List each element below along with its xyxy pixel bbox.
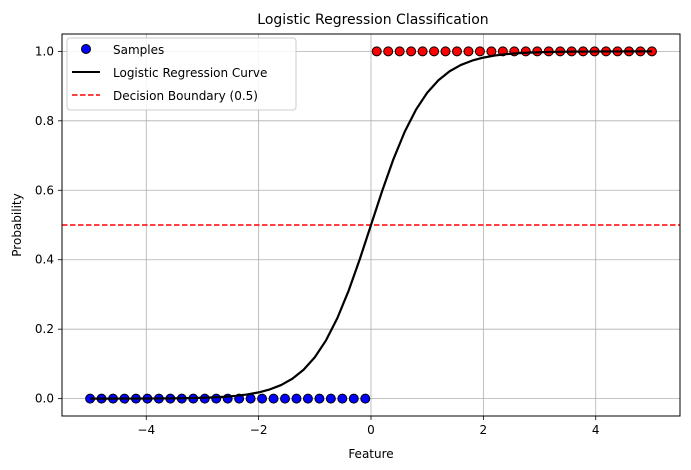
y-tick-label: 0.8 xyxy=(35,114,54,128)
sample-point xyxy=(520,46,531,57)
x-axis-ticks: −4 −2 0 2 4 xyxy=(137,416,600,437)
sample-point xyxy=(429,46,440,57)
sample-point xyxy=(325,393,336,404)
sample-point xyxy=(211,393,222,404)
x-tick-label: 0 xyxy=(367,423,375,437)
y-tick-label: 0.6 xyxy=(35,183,54,197)
y-axis-label: Probability xyxy=(10,193,24,256)
sample-point xyxy=(383,46,394,57)
sample-point xyxy=(406,46,417,57)
x-tick-label: 4 xyxy=(592,423,600,437)
sample-point xyxy=(417,46,428,57)
legend-box xyxy=(66,37,297,111)
logistic-curve xyxy=(90,50,652,400)
sample-point xyxy=(348,393,359,404)
sample-point xyxy=(257,393,268,404)
sample-point xyxy=(394,46,405,57)
sample-point xyxy=(302,393,313,404)
sample-point xyxy=(337,393,348,404)
legend: Samples Logistic Regression Curve Decisi… xyxy=(66,37,297,111)
logistic-curve-line xyxy=(90,50,652,400)
y-tick-label: 0.2 xyxy=(35,322,54,336)
sample-point xyxy=(463,46,474,57)
x-tick-label: −2 xyxy=(250,423,268,437)
sample-point xyxy=(440,46,451,57)
legend-label-samples: Samples xyxy=(113,43,164,57)
sample-point xyxy=(291,393,302,404)
x-tick-label: −4 xyxy=(137,423,155,437)
y-tick-label: 0.4 xyxy=(35,253,54,267)
legend-marker-samples xyxy=(81,44,91,54)
x-axis-label: Feature xyxy=(348,447,393,461)
sample-point xyxy=(280,393,291,404)
sample-point xyxy=(451,46,462,57)
sample-point xyxy=(371,46,382,57)
sample-point xyxy=(314,393,325,404)
legend-label-curve: Logistic Regression Curve xyxy=(113,66,267,80)
y-tick-label: 0.0 xyxy=(35,392,54,406)
sample-point xyxy=(474,46,485,57)
chart-title: Logistic Regression Classification xyxy=(257,12,488,28)
legend-label-boundary: Decision Boundary (0.5) xyxy=(113,89,258,103)
x-tick-label: 2 xyxy=(480,423,488,437)
y-axis-ticks: 0.0 0.2 0.4 0.6 0.8 1.0 xyxy=(35,44,62,406)
y-tick-label: 1.0 xyxy=(35,44,54,58)
sample-point xyxy=(360,393,371,404)
sample-point xyxy=(268,393,279,404)
